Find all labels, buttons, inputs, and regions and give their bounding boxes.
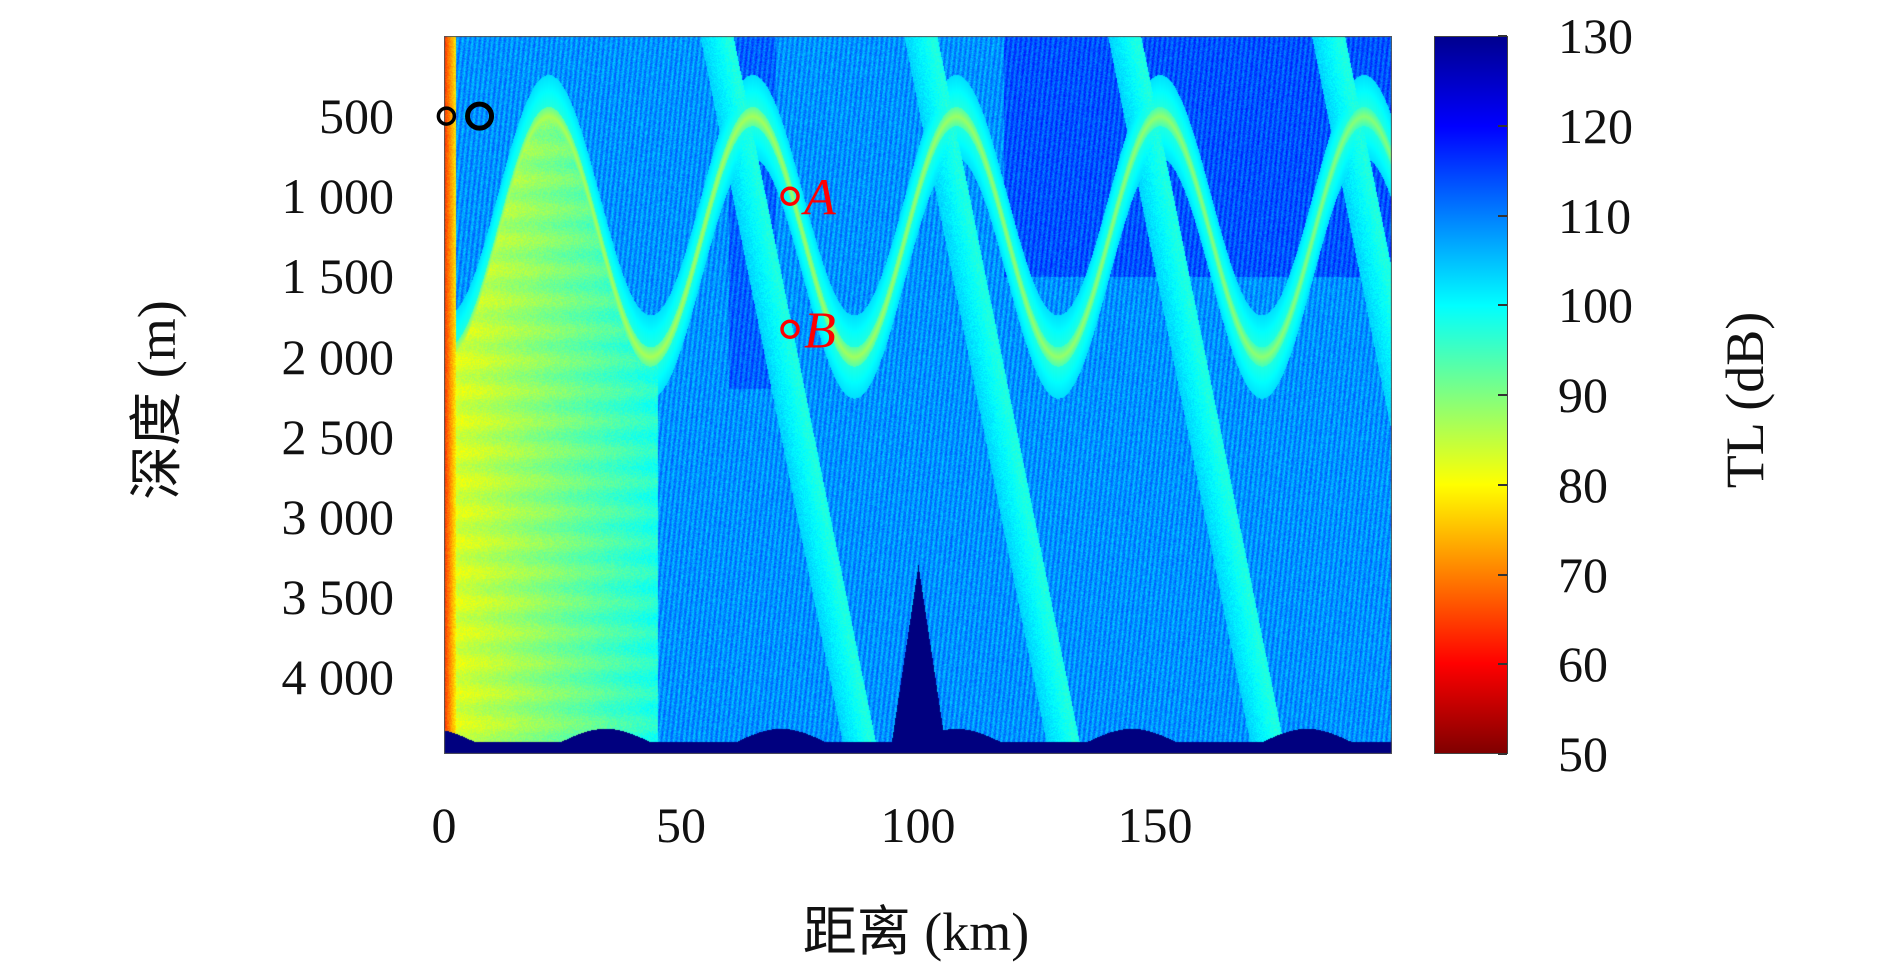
x-tick-label: 100 xyxy=(880,797,956,853)
colorbar-tick-mark xyxy=(1498,35,1507,37)
colorbar-tick-label: 80 xyxy=(1558,456,1608,513)
tl-heatmap-image xyxy=(444,36,1392,754)
source-marker xyxy=(436,106,457,126)
colorbar-tick-mark xyxy=(1498,214,1507,217)
colorbar-label: TL (dB) xyxy=(1715,311,1775,489)
colorbar xyxy=(1434,36,1508,754)
colorbar-tick-mark xyxy=(1498,663,1507,666)
colorbar-tick-label: 120 xyxy=(1558,97,1633,154)
colorbar-tick-label: 50 xyxy=(1558,726,1608,782)
y-tick-label: 2 000 xyxy=(281,328,395,385)
source-marker xyxy=(465,101,495,131)
x-axis-label: 距离 (km) xyxy=(802,902,1030,962)
y-tick-label: 3 000 xyxy=(281,488,395,545)
y-tick-label: 4 000 xyxy=(281,649,395,706)
colorbar-tick-mark xyxy=(1498,304,1507,307)
colorbar-tick-label: 130 xyxy=(1558,8,1633,64)
marker-a xyxy=(780,186,800,207)
colorbar-tick-mark xyxy=(1498,753,1507,755)
colorbar-tick-mark xyxy=(1498,394,1507,396)
x-tick-label: 0 xyxy=(431,797,457,853)
colorbar-tick-mark xyxy=(1498,483,1507,486)
y-tick-label: 3 500 xyxy=(281,568,395,625)
colorbar-tick-label: 100 xyxy=(1558,277,1633,334)
marker-layer: AB xyxy=(436,101,836,359)
colorbar-tick-label: 110 xyxy=(1558,187,1632,244)
colorbar-tick-mark xyxy=(1498,573,1507,576)
y-tick-label: 2 500 xyxy=(281,408,395,465)
marker-b xyxy=(780,319,800,340)
colorbar-tick-mark xyxy=(1498,124,1507,127)
marker-label: B xyxy=(804,302,836,359)
y-tick-label: 500 xyxy=(319,88,394,145)
y-tick-label: 1 500 xyxy=(281,248,395,305)
x-tick-label: 150 xyxy=(1117,797,1193,853)
colorbar-tick-label: 60 xyxy=(1558,636,1608,693)
colorbar-tick-label: 70 xyxy=(1558,546,1608,603)
y-tick-label: 1 000 xyxy=(281,168,395,225)
colorbar-tick-label: 90 xyxy=(1558,367,1608,423)
y-axis-label: 深度 (m) xyxy=(127,300,187,500)
marker-label: A xyxy=(801,169,836,226)
x-tick-label: 50 xyxy=(656,797,706,853)
